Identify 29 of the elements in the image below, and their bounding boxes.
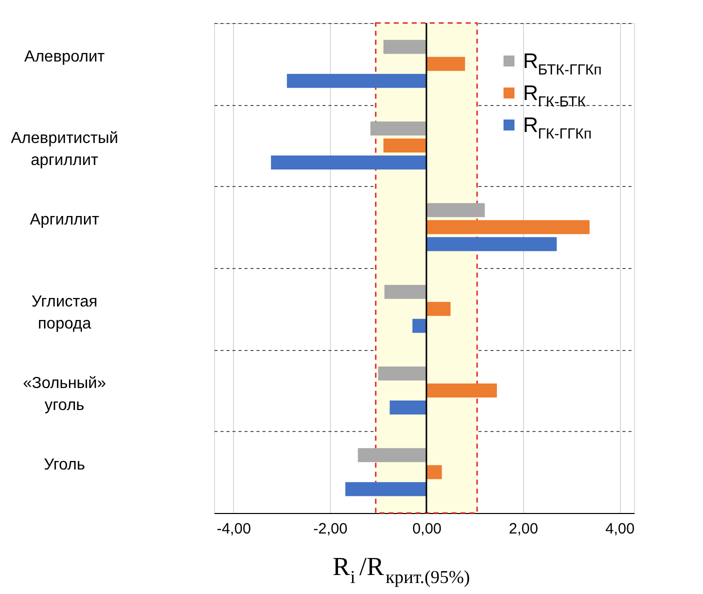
bar bbox=[426, 302, 451, 316]
x-tick-label: -2,00 bbox=[313, 520, 348, 538]
bar bbox=[370, 121, 426, 136]
y-tick-label: Аргиллит bbox=[30, 212, 100, 229]
x-tick-label: -4,00 bbox=[216, 520, 251, 538]
bar bbox=[270, 156, 426, 170]
bar bbox=[426, 384, 497, 398]
bar bbox=[426, 56, 466, 71]
y-tick-label: Алевритистый аргиллит bbox=[10, 130, 118, 169]
y-tick-label: Углистая порода bbox=[32, 293, 98, 332]
bar bbox=[384, 284, 426, 299]
x-tick-label: 2,00 bbox=[508, 520, 538, 538]
bar bbox=[426, 220, 590, 234]
bar bbox=[383, 40, 426, 54]
bar bbox=[383, 138, 426, 152]
x-tick-label: 4,00 bbox=[605, 520, 635, 538]
bar bbox=[426, 237, 557, 252]
bar bbox=[412, 318, 426, 333]
bar bbox=[286, 74, 426, 88]
bar bbox=[358, 448, 426, 462]
bar bbox=[390, 400, 426, 415]
y-tick-label: Уголь bbox=[44, 456, 86, 474]
bar bbox=[345, 482, 426, 496]
x-tick-label: 0,00 bbox=[412, 520, 442, 538]
bar bbox=[378, 366, 426, 380]
bar bbox=[426, 203, 485, 218]
y-tick-label: «Зольный» уголь bbox=[23, 375, 106, 414]
y-tick-label: Алевролит bbox=[24, 48, 106, 66]
bar bbox=[426, 465, 442, 480]
